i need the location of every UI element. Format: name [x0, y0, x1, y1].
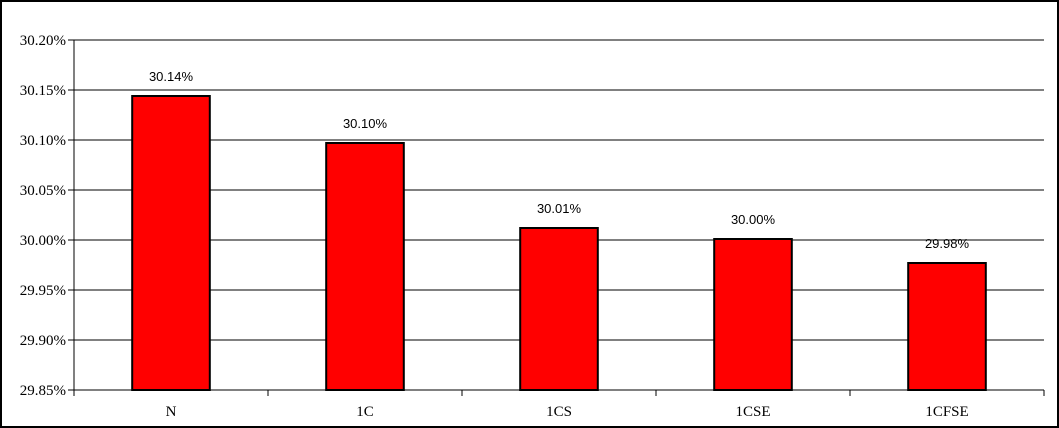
bar-N — [131, 95, 211, 391]
y-tick-label: 29.90% — [20, 333, 66, 349]
x-tick-label: 1CSE — [735, 404, 770, 420]
x-tick-label: 1C — [356, 404, 374, 420]
bar-1CS — [519, 227, 599, 391]
data-label: 30.14% — [149, 69, 194, 84]
y-tick-label: 30.05% — [20, 183, 66, 199]
y-tick-label: 29.85% — [20, 383, 66, 399]
y-tick-label: 30.20% — [20, 33, 66, 49]
bar-1CSE — [713, 238, 793, 391]
data-label: 30.00% — [731, 212, 776, 227]
x-tick-label: N — [166, 404, 177, 420]
data-label: 29.98% — [925, 236, 970, 251]
y-tick-label: 30.00% — [20, 233, 66, 249]
bar-1C — [325, 142, 405, 391]
x-tick-label: 1CS — [546, 404, 572, 420]
data-label: 30.01% — [537, 201, 582, 216]
x-tick-label: 1CFSE — [925, 404, 968, 420]
y-tick-label: 30.15% — [20, 83, 66, 99]
y-tick-label: 30.10% — [20, 133, 66, 149]
bar-1CFSE — [907, 262, 987, 391]
data-label: 30.10% — [343, 116, 388, 131]
y-tick-label: 29.95% — [20, 283, 66, 299]
